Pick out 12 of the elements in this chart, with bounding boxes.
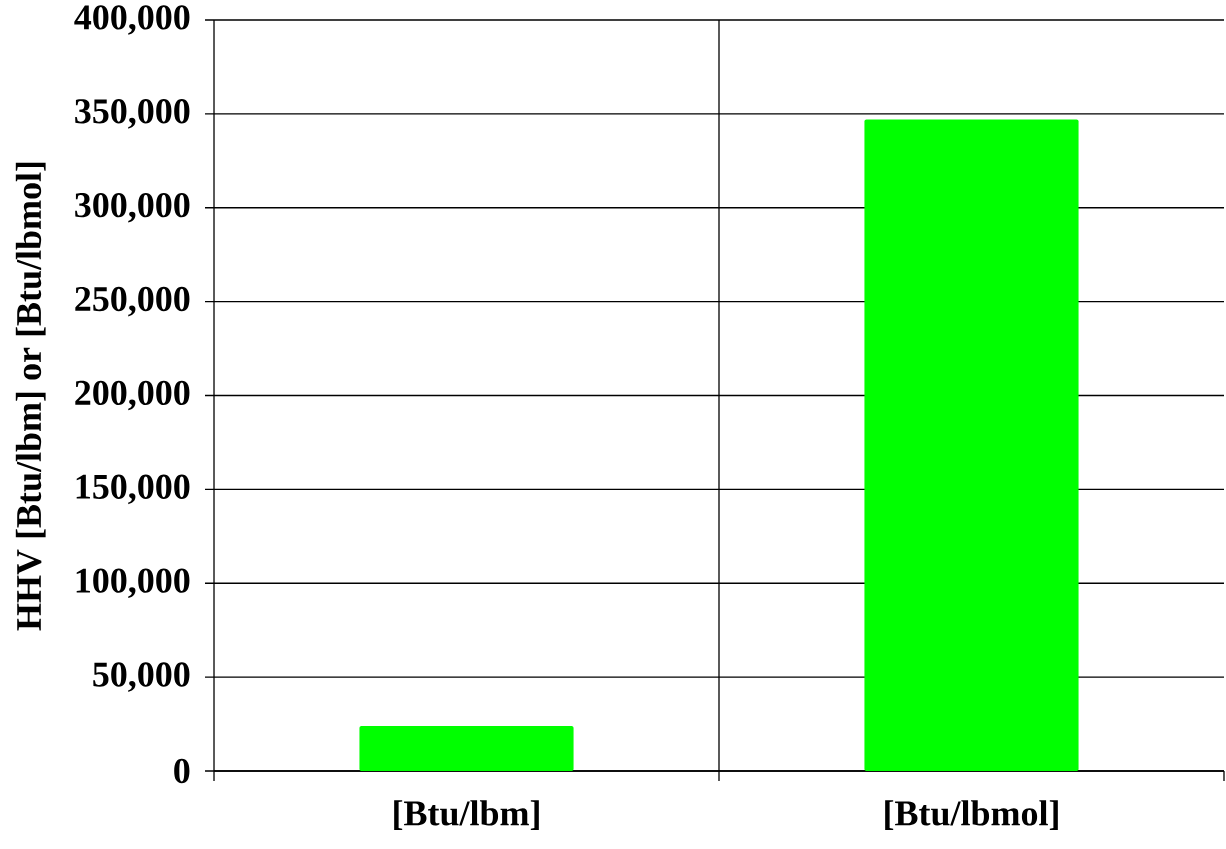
- y-tick-label: 100,000: [76, 568, 190, 599]
- y-tick-label: 400,000: [74, 5, 190, 35]
- y-tick-label: 150,000: [76, 474, 190, 505]
- x-tick-label: [Btu/lbmol]: [885, 800, 1058, 830]
- y-axis-title: HHV [Btu/lbm] or [Btu/lbmol]: [15, 162, 46, 631]
- y-tick-label: 250,000: [75, 286, 190, 317]
- y-tick-label: 350,000: [75, 99, 190, 129]
- y-tick-label: 300,000: [75, 192, 190, 223]
- y-tick-label: 0: [174, 758, 190, 784]
- y-tick-label: 200,000: [75, 380, 190, 411]
- y-tick-label: 50,000: [93, 662, 190, 692]
- x-tick-label: [Btu/lbm]: [394, 800, 539, 830]
